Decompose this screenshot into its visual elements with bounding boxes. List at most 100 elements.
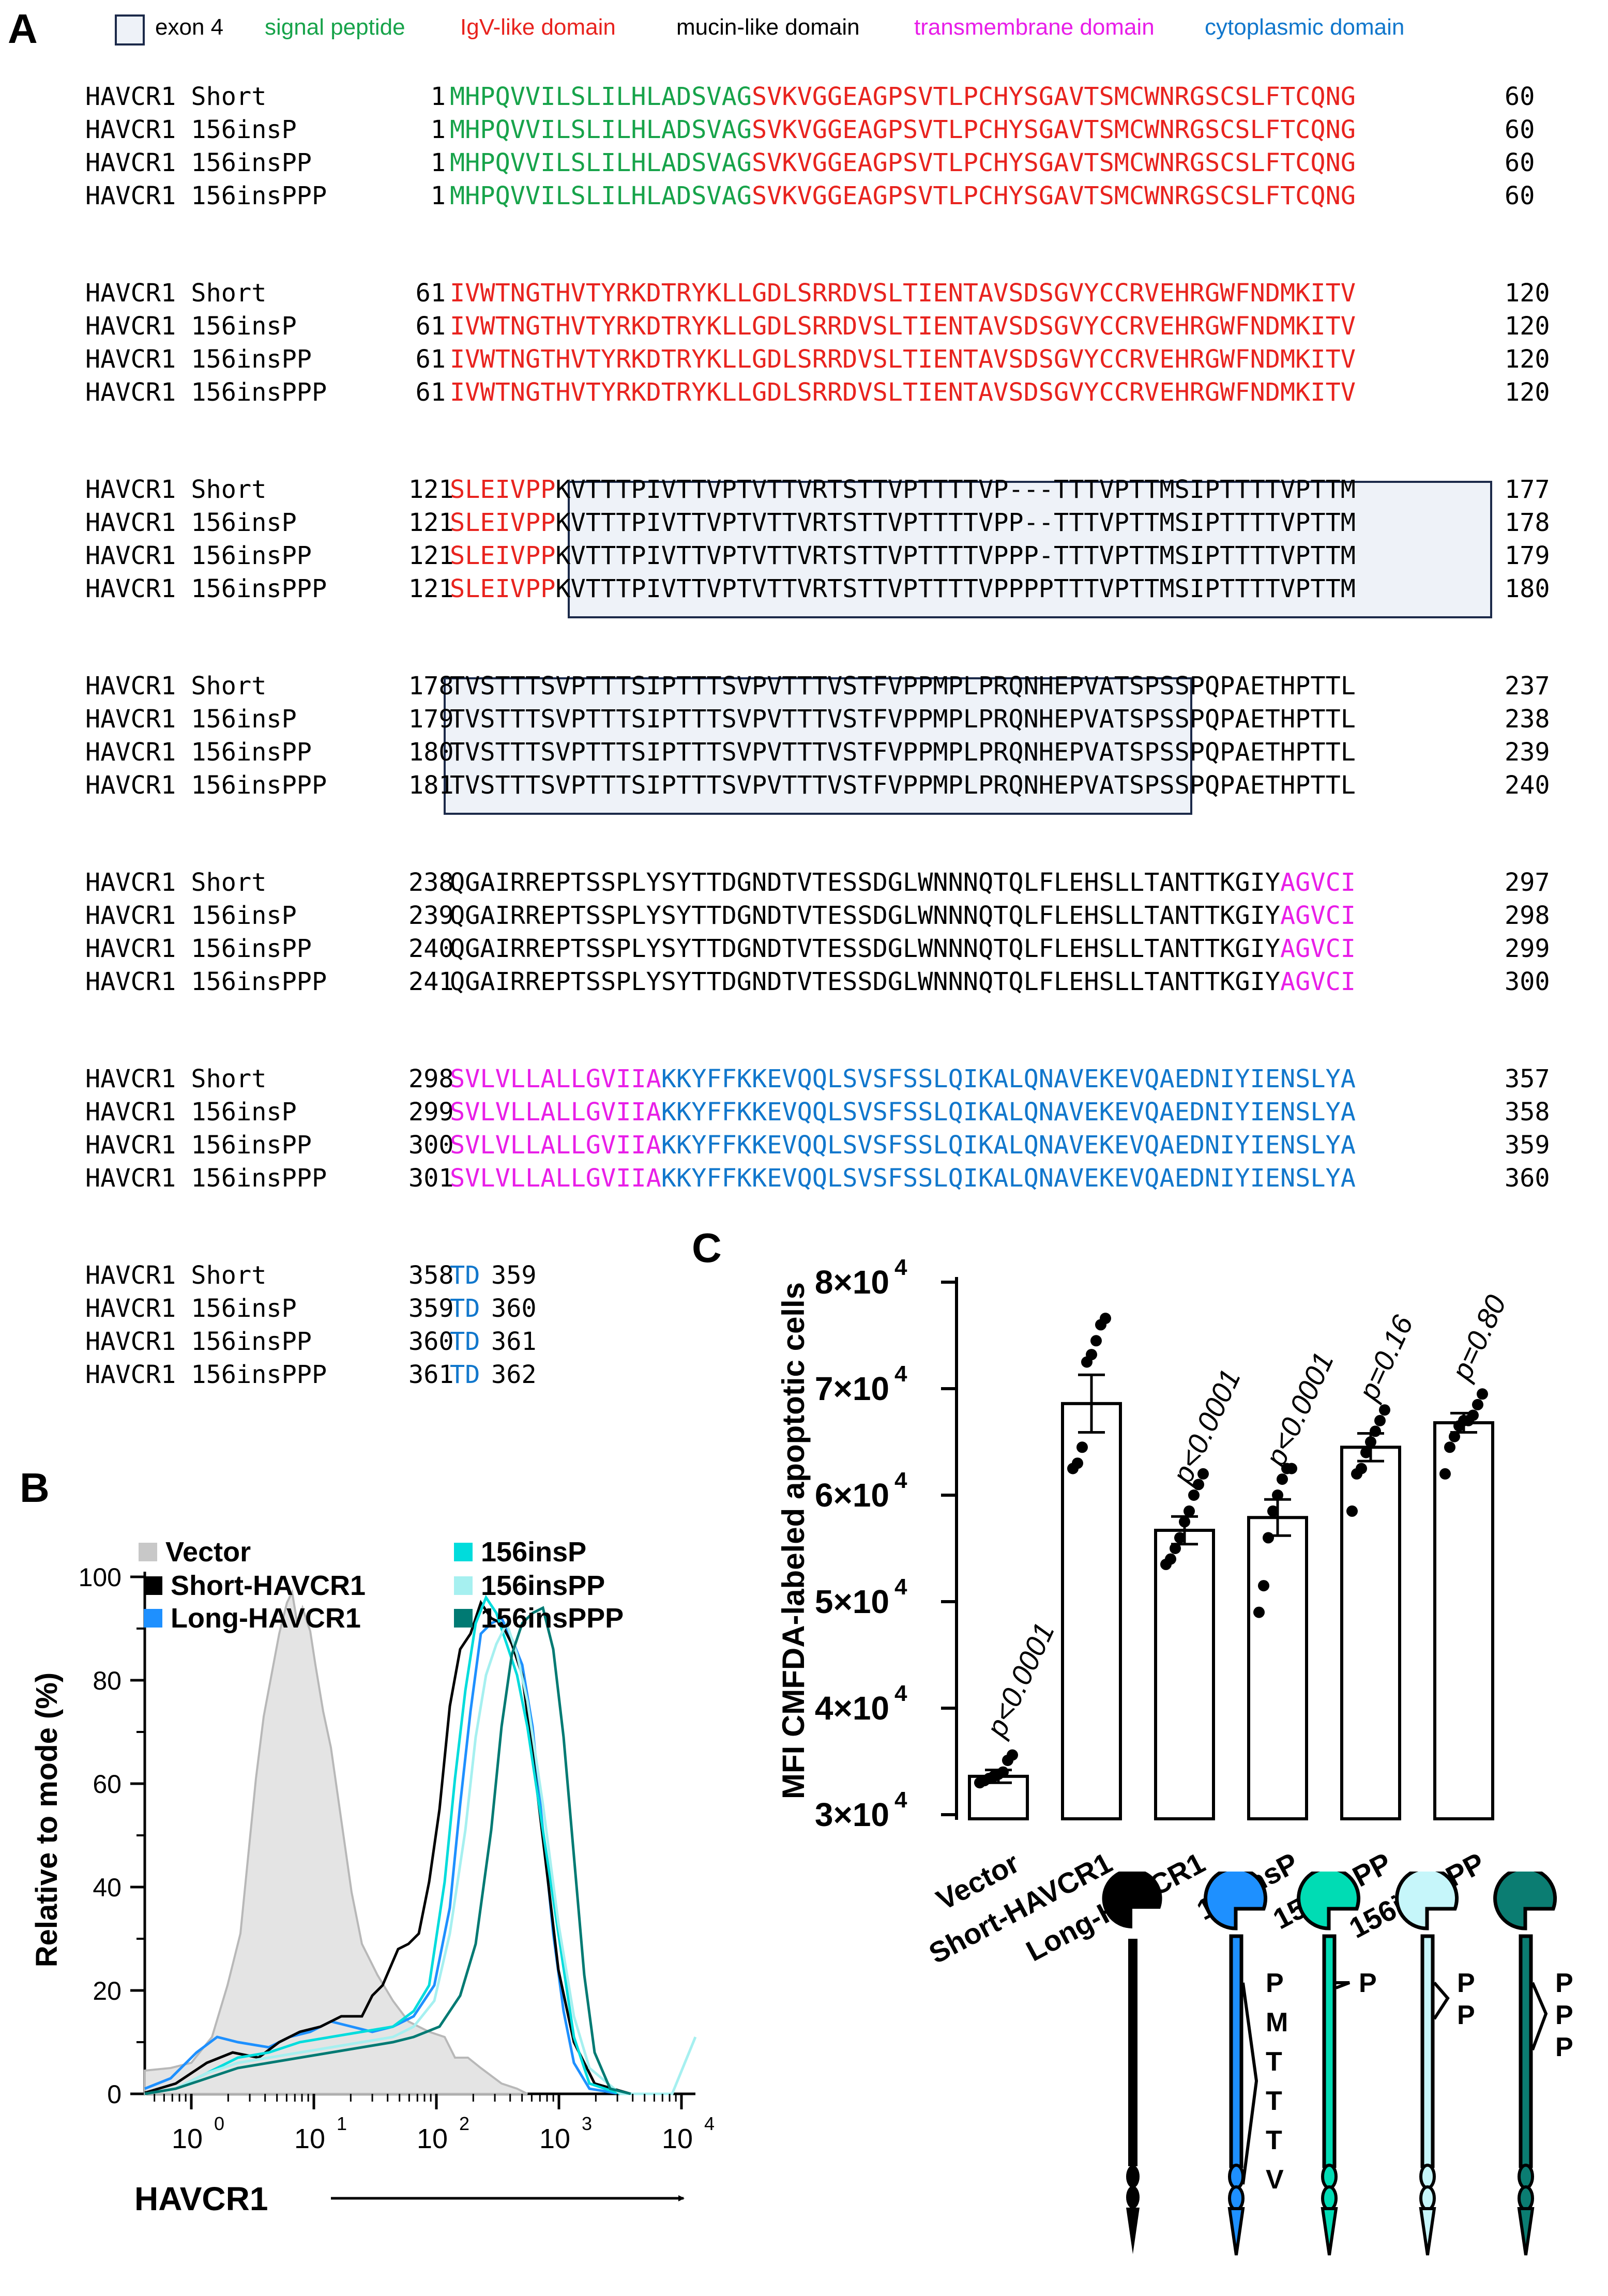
alignment-end-position: 120 <box>1505 378 1550 407</box>
alignment-name: HAVCR1 156insPPP <box>85 1360 327 1389</box>
alignment-end-position: 298 <box>1505 901 1550 930</box>
sequence-segment-mucin: KVTTTPIVTTVPTVTTVRTSTTVPTTTTVPPP-TTTVPTT… <box>555 541 1356 570</box>
alignment-end-position: 60 <box>1505 82 1535 111</box>
alignment-name: HAVCR1 156insP <box>85 1098 297 1127</box>
alignment-sequence: IVWTNGTHVTYRKDTRYKLLGDLSRRDVSLTIENTAVSDS… <box>450 343 1356 376</box>
alignment-name: HAVCR1 156insP <box>85 705 297 734</box>
sequence-segment-igv: SVKVGGEAGPSVTLPCHYSGAVTSMCWNRGSCSLFTCQNG <box>752 148 1356 177</box>
schematic-insP: P <box>1297 1872 1377 2256</box>
data-point <box>1253 1606 1265 1618</box>
alignment-start-position: 360 <box>408 1327 454 1356</box>
alignment-sequence: IVWTNGTHVTYRKDTRYKLLGDLSRRDVSLTIENTAVSDS… <box>450 310 1356 343</box>
alignment-sequence: TVSTTTSVPTTTSIPTTTSVPVTTTVSTFVPPMPLPRQNH… <box>450 736 1356 769</box>
data-point <box>1360 1447 1372 1458</box>
data-point <box>1188 1489 1200 1501</box>
alignment-end-position: 60 <box>1505 148 1535 177</box>
data-point <box>1007 1749 1018 1761</box>
schematic-insert-letter: V <box>1266 2165 1284 2195</box>
alignment-start-position: 61 <box>415 378 446 407</box>
data-point <box>1444 1441 1455 1453</box>
alignment-name: HAVCR1 156insPPP <box>85 574 327 603</box>
data-point <box>1370 1425 1381 1437</box>
schematic-short-stalk <box>1128 1939 1137 2166</box>
flow-legend-label: 156insPP <box>481 1570 605 1601</box>
flow-ytick-label: 0 <box>107 2080 122 2109</box>
sequence-segment-tm: SVLVLLALLGVIIA <box>450 1098 661 1127</box>
flow-legend-label: Short-HAVCR1 <box>171 1570 366 1601</box>
sequence-segment-mucin: QGAIRREPTSSPLYSYTTDGNDTVTESSDGLWNNNQTQLF… <box>450 967 1280 996</box>
schematic-node <box>1228 2185 1245 2211</box>
bar-ytick-exponent: 4 <box>894 1361 907 1387</box>
data-point <box>1439 1468 1451 1480</box>
schematic-node <box>1518 2185 1534 2211</box>
flow-ytick-label: 80 <box>93 1666 122 1695</box>
alignment-start-position: 301 <box>408 1164 454 1193</box>
schematic-insert-bracket <box>1335 1981 1351 1989</box>
alignment-sequence: TVSTTTSVPTTTSIPTTTSVPVTTTVSTFVPPMPLPRQNH… <box>450 769 1356 802</box>
alignment-end-position: 120 <box>1505 345 1550 374</box>
alignment-end-position: 240 <box>1505 771 1550 800</box>
bar-ytick-label: 7×10 <box>815 1370 889 1407</box>
sequence-segment-mucin: QGAIRREPTSSPLYSYTTDGNDTVTESSDGLWNNNQTQLF… <box>450 901 1280 930</box>
data-point <box>1076 1441 1088 1453</box>
sequence-segment-mucin: KVTTTPIVTTVPTVTTVRTSTTVPTTTTVP---TTTVPTT… <box>555 475 1356 504</box>
data-point <box>997 1766 1009 1778</box>
alignment-start-position: 299 <box>408 1098 454 1127</box>
alignment-name: HAVCR1 Short <box>85 672 267 701</box>
alignment-name: HAVCR1 156insPPP <box>85 1164 327 1193</box>
alignment-end-position: 360 <box>1505 1164 1550 1193</box>
flow-ytick-label: 40 <box>93 1873 122 1902</box>
p-value-label: p<0.0001 <box>979 1618 1060 1743</box>
alignment-start-position: 238 <box>408 868 454 897</box>
schematic-head <box>1395 1872 1459 1930</box>
alignment-name: HAVCR1 156insPP <box>85 148 312 177</box>
schematic-insert-letter: P <box>1555 1968 1573 1998</box>
data-point <box>1170 1543 1181 1554</box>
alignment-end-position: 60 <box>1505 181 1535 210</box>
schematic-head <box>1297 1872 1361 1930</box>
schematic-short-head <box>1102 1872 1162 1929</box>
alignment-name: HAVCR1 Short <box>85 1065 267 1093</box>
schematic-tail <box>1321 2207 1338 2256</box>
sequence-segment-cyto: KKYFFKKEVQQLSVSFSSLQIKALQNAVEKEVQAEDNIYI… <box>661 1065 1356 1093</box>
data-point <box>1090 1335 1102 1347</box>
flow-legend-swatch <box>454 1543 473 1561</box>
panel-label-c: C <box>692 1225 722 1271</box>
p-value-label: p=0.16 <box>1352 1310 1419 1406</box>
alignment-sequence: SLEIVPPKVTTTPIVTTVPTVTTVRTSTTVPTTTTVP---… <box>450 473 1356 506</box>
alignment-name: HAVCR1 156insP <box>85 115 297 144</box>
bar-ytick-label: 5×10 <box>815 1583 889 1620</box>
sequence-segment-cyto: TD <box>450 1360 480 1389</box>
data-point <box>1286 1463 1297 1474</box>
schematic-insPPP: PPP <box>1493 1872 1573 2256</box>
schematic-insert-letter: P <box>1555 2000 1573 2030</box>
alignment-start-position: 121 <box>408 574 454 603</box>
alignment-name: HAVCR1 156insP <box>85 901 297 930</box>
schematic-insert-letter: T <box>1266 2125 1282 2155</box>
legend-exon: exon 4 <box>155 14 224 40</box>
alignment-sequence: MHPQVVILSLILHLADSVAGSVKVGGEAGPSVTLPCHYSG… <box>450 179 1356 212</box>
sequence-segment-signal: MHPQVVILSLILHLADSVAG <box>450 148 752 177</box>
alignment-sequence: SVLVLLALLGVIIAKKYFFKKEVQQLSVSFSSLQIKALQN… <box>450 1096 1356 1129</box>
flow-legend-swatch <box>144 1576 162 1595</box>
sequence-segment-tm: SVLVLLALLGVIIA <box>450 1065 661 1093</box>
alignment-sequence: MHPQVVILSLILHLADSVAGSVKVGGEAGPSVTLPCHYSG… <box>450 146 1356 179</box>
alignment-name: HAVCR1 156insPP <box>85 738 312 767</box>
alignment-start-position: 359 <box>408 1294 454 1323</box>
alignment-sequence: SVLVLLALLGVIIAKKYFFKKEVQQLSVSFSSLQIKALQN… <box>450 1129 1356 1162</box>
bar-ytick-label: 3×10 <box>815 1796 889 1833</box>
alignment-start-position: 179 <box>408 705 454 734</box>
alignment-sequence: TVSTTTSVPTTTSIPTTTSVPVTTTVSTFVPPMPLPRQNH… <box>450 670 1356 703</box>
vector-histogram <box>144 1589 528 2095</box>
schematic-insert-bracket <box>1531 1982 1548 2051</box>
p-value-label: p<0.0001 <box>1258 1347 1340 1472</box>
flow-xtick-exponent: 1 <box>337 2113 347 2134</box>
data-point <box>1356 1463 1367 1474</box>
schematic-insert-bracket <box>1241 1982 1258 2185</box>
flow-xtick-label: 10 <box>662 2123 693 2154</box>
bar-ytick-label: 8×10 <box>815 1264 889 1301</box>
schematic-tail <box>1517 2207 1535 2256</box>
alignment-sequence: SVLVLLALLGVIIAKKYFFKKEVQQLSVSFSSLQIKALQN… <box>450 1062 1356 1096</box>
data-point <box>1197 1468 1209 1480</box>
